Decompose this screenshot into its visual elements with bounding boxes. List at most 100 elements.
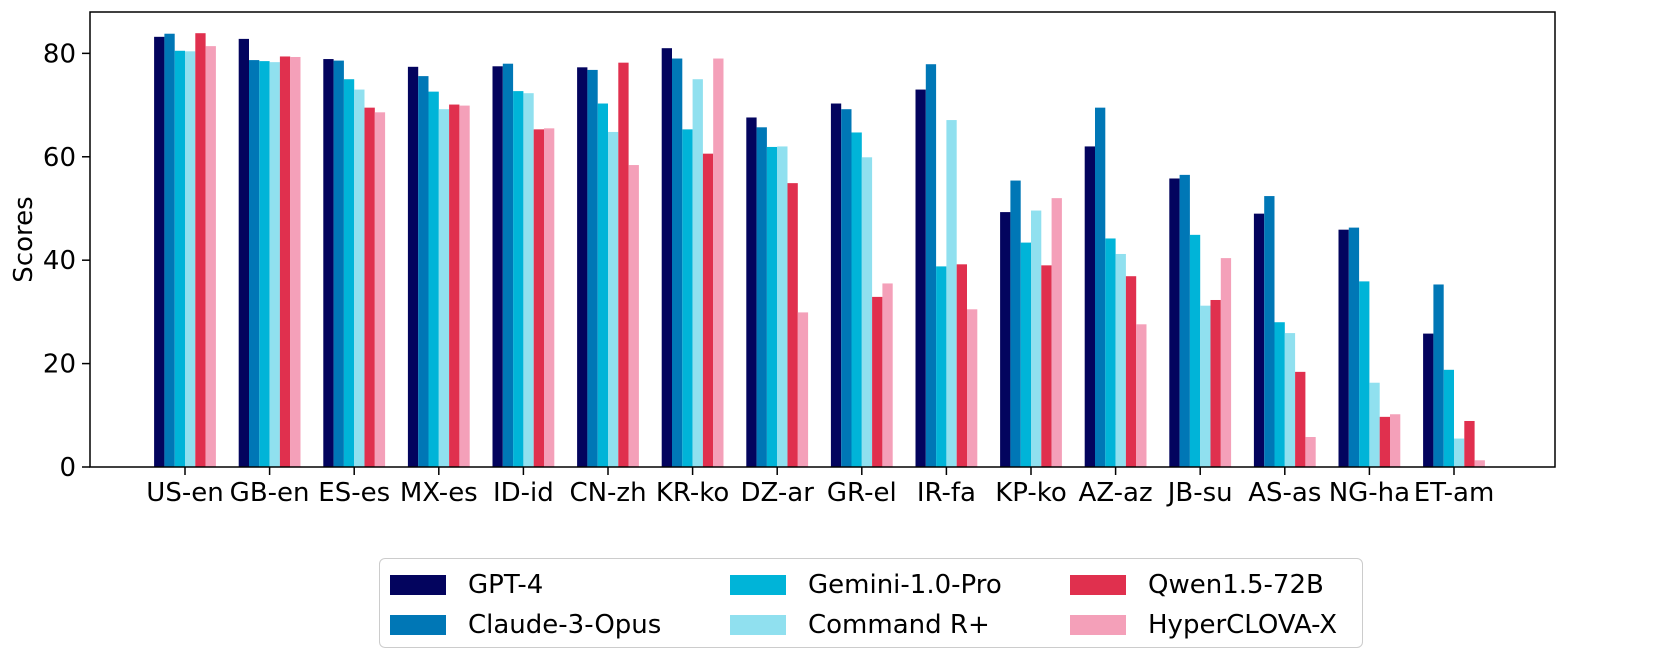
legend-swatch — [390, 575, 446, 595]
legend-swatch — [730, 615, 786, 635]
bar-gpt-4-cn-zh — [577, 67, 588, 467]
bar-qwen1-5-72b-kp-ko — [1041, 265, 1052, 467]
legend-label: Qwen1.5-72B — [1148, 570, 1324, 600]
bar-gpt-4-gr-el — [830, 103, 842, 468]
bar-hyperclova-x-ng-ha — [1390, 414, 1401, 467]
bar-chart: 0 20 40 60 80 US-en GB-en ES-es MX-es ID-id CN-zh… — [9, 11, 1556, 508]
bar-gemini-1-0-pro-id-id — [513, 91, 524, 468]
bar-gpt-4-ir-fa — [915, 89, 926, 467]
x-axis: US-en GB-en ES-es MX-es ID-id CN-zh KR-ko DZ-ar… — [146, 467, 1494, 508]
bar-hyperclova-x-us-en — [205, 46, 216, 468]
bar-hyperclova-x-kr-ko — [713, 58, 724, 467]
bar-command-r--az-az — [1115, 253, 1126, 467]
bar-qwen1-5-72b-as-as — [1295, 371, 1306, 467]
x-tick-label-jb-su: JB-su — [1166, 478, 1233, 508]
bar-qwen1-5-72b-kr-ko — [702, 153, 714, 468]
bar-command-r--kp-ko — [1031, 210, 1042, 468]
bar-claude-3-opus-kp-ko — [1010, 180, 1021, 467]
bar-command-r--cn-zh — [608, 131, 619, 467]
bar-hyperclova-x-es-es — [374, 112, 386, 467]
x-tick-label-kr-ko: KR-ko — [656, 478, 729, 508]
bar-gpt-4-as-as — [1253, 213, 1265, 467]
x-tick-label-ir-fa: IR-fa — [917, 478, 976, 508]
bar-claude-3-opus-mx-es — [418, 76, 429, 468]
x-tick-label-ng-ha: NG-ha — [1329, 478, 1410, 508]
bar-gemini-1-0-pro-ng-ha — [1359, 281, 1370, 467]
x-tick-label-kp-ko: KP-ko — [995, 478, 1067, 508]
y-tick-label: 80 — [43, 39, 76, 69]
y-tick-label: 60 — [43, 143, 76, 173]
bar-gpt-4-us-en — [154, 36, 165, 467]
bar-qwen1-5-72b-ir-fa — [956, 264, 967, 467]
bar-qwen1-5-72b-et-am — [1464, 420, 1475, 467]
legend-item-hyperclova-x: HyperCLOVA-X — [1070, 605, 1370, 645]
bar-hyperclova-x-et-am — [1474, 460, 1485, 467]
legend-label: GPT-4 — [468, 570, 544, 600]
bar-claude-3-opus-id-id — [502, 63, 514, 467]
legend-swatch — [730, 575, 786, 595]
legend-swatch — [1070, 575, 1126, 595]
bar-claude-3-opus-as-as — [1264, 196, 1275, 467]
bar-gemini-1-0-pro-cn-zh — [597, 103, 608, 468]
bar-hyperclova-x-dz-ar — [797, 312, 809, 467]
legend-label: Claude-3-Opus — [468, 610, 662, 640]
bar-gpt-4-kp-ko — [1000, 212, 1011, 467]
x-tick-label-cn-zh: CN-zh — [569, 478, 646, 508]
bar-command-r--as-as — [1284, 333, 1296, 467]
bar-claude-3-opus-dz-ar — [756, 127, 767, 468]
bar-qwen1-5-72b-az-az — [1125, 276, 1137, 467]
x-tick-label-us-en: US-en — [146, 478, 223, 508]
bar-gemini-1-0-pro-mx-es — [428, 91, 439, 468]
bar-gemini-1-0-pro-us-en — [174, 50, 185, 467]
bar-qwen1-5-72b-cn-zh — [618, 62, 629, 468]
legend-item-command-r-: Command R+ — [730, 605, 1070, 645]
x-tick-label-et-am: ET-am — [1414, 478, 1495, 508]
legend-swatch — [1070, 615, 1126, 635]
x-tick-label-dz-ar: DZ-ar — [741, 478, 815, 508]
bar-gemini-1-0-pro-az-az — [1105, 238, 1116, 467]
bar-command-r--ng-ha — [1369, 382, 1380, 467]
bar-qwen1-5-72b-id-id — [533, 129, 544, 467]
bar-hyperclova-x-id-id — [544, 128, 555, 467]
bar-gemini-1-0-pro-as-as — [1274, 322, 1285, 467]
bar-claude-3-opus-cn-zh — [587, 69, 598, 467]
bar-claude-3-opus-es-es — [333, 60, 344, 467]
bar-command-r--ir-fa — [946, 120, 957, 467]
bars-layer — [154, 33, 1485, 468]
bar-command-r--id-id — [523, 93, 534, 468]
x-tick-label-gb-en: GB-en — [230, 478, 310, 508]
bar-claude-3-opus-ng-ha — [1348, 227, 1360, 467]
bar-gpt-4-et-am — [1423, 333, 1434, 467]
bar-command-r--gb-en — [269, 62, 280, 468]
y-tick-label: 40 — [43, 246, 76, 276]
bar-command-r--us-en — [185, 51, 196, 468]
bar-hyperclova-x-as-as — [1305, 437, 1316, 467]
bar-gemini-1-0-pro-gr-el — [851, 132, 862, 467]
bar-gemini-1-0-pro-dz-ar — [766, 146, 778, 467]
bar-gpt-4-jb-su — [1169, 178, 1180, 468]
bar-claude-3-opus-jb-su — [1179, 174, 1190, 467]
bar-gpt-4-dz-ar — [746, 117, 757, 467]
bar-qwen1-5-72b-mx-es — [449, 104, 460, 468]
bar-qwen1-5-72b-ng-ha — [1379, 416, 1390, 467]
bar-command-r--jb-su — [1200, 305, 1211, 467]
legend-label: HyperCLOVA-X — [1148, 610, 1338, 640]
legend-item-qwen1-5-72b: Qwen1.5-72B — [1070, 565, 1370, 605]
bar-hyperclova-x-gr-el — [882, 283, 893, 467]
bar-gemini-1-0-pro-ir-fa — [936, 266, 947, 467]
bar-gpt-4-az-az — [1084, 146, 1095, 467]
bar-gemini-1-0-pro-es-es — [343, 79, 355, 467]
bar-gemini-1-0-pro-gb-en — [259, 61, 270, 468]
bar-claude-3-opus-ir-fa — [925, 64, 937, 467]
bar-hyperclova-x-cn-zh — [628, 165, 639, 468]
bar-claude-3-opus-gr-el — [841, 109, 852, 467]
bar-qwen1-5-72b-gr-el — [872, 296, 883, 467]
bar-gpt-4-gb-en — [238, 38, 249, 467]
bar-claude-3-opus-gb-en — [249, 60, 260, 468]
legend: GPT-4 Claude-3-Opus Gemini-1.0-Pro Command … — [379, 558, 1363, 648]
bar-gpt-4-mx-es — [407, 66, 419, 467]
bar-claude-3-opus-us-en — [164, 33, 175, 467]
bar-gemini-1-0-pro-kp-ko — [1020, 242, 1031, 467]
bar-gpt-4-ng-ha — [1338, 229, 1349, 467]
y-axis: 0 20 40 60 80 — [43, 39, 90, 483]
